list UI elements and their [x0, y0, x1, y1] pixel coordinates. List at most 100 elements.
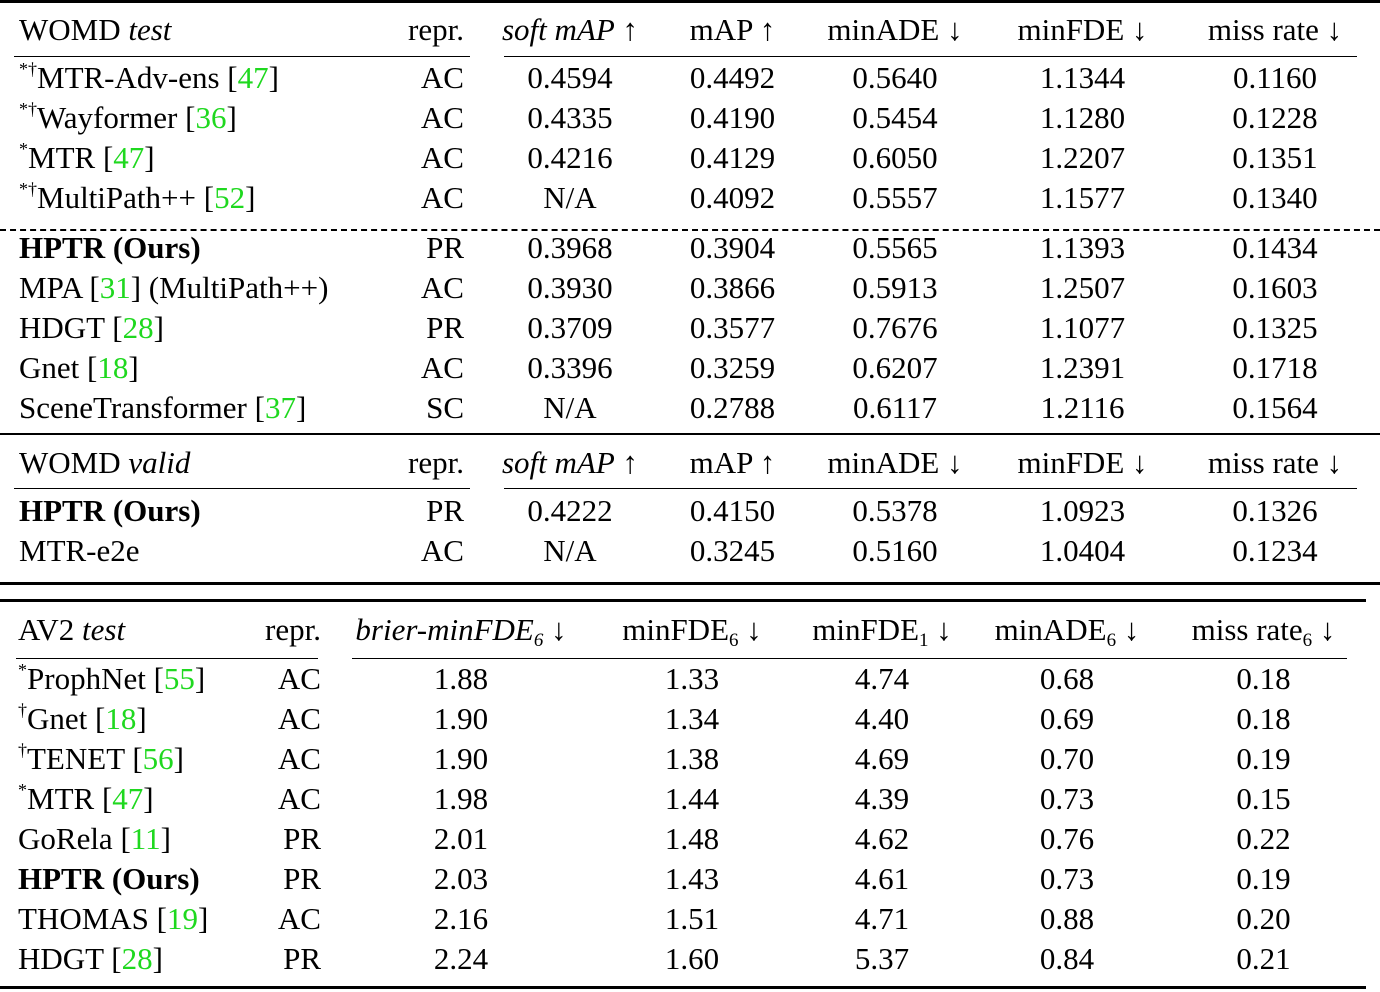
repr-cell: PR	[426, 493, 464, 528]
col-header-minade6: minADE6 ↓	[977, 601, 1157, 659]
citation-close-bracket: ]	[197, 901, 209, 936]
metric-cell-4: 0.84	[1039, 941, 1095, 976]
split-name: test	[82, 612, 126, 647]
subscript: 6	[1302, 630, 1313, 651]
repr-cell: PR	[283, 861, 321, 896]
metric-cell-4: 1.1393	[1039, 230, 1126, 265]
citation-link[interactable]: 31	[99, 270, 131, 305]
metric-cell-3: 0.7676	[852, 310, 938, 345]
womd-test-table: WOMD test repr. soft mAP ↑ mAP ↑ minADE …	[0, 2, 1380, 428]
womd-test-bottom-rule	[0, 433, 1380, 435]
metric-cell-2: 0.3904	[689, 230, 776, 265]
metric-cell-2: 0.4492	[689, 60, 776, 95]
citation-link[interactable]: 37	[264, 390, 296, 425]
citation-link[interactable]: 28	[121, 941, 153, 976]
col-header-map: mAP ↑	[689, 12, 776, 47]
method-name: THOMAS	[18, 901, 157, 936]
citation-link[interactable]: 55	[163, 661, 195, 696]
metric-cell-2: 0.4092	[689, 180, 776, 215]
repr-cell: AC	[277, 741, 321, 776]
citation-link[interactable]: 52	[214, 180, 246, 215]
metric-cell-5: 0.1351	[1232, 140, 1318, 175]
method-name: MTR	[28, 140, 103, 175]
metric-cell-2: 1.43	[664, 861, 720, 896]
table-row: HDGT [28] PR 0.3709 0.3577 0.7676 1.1077…	[0, 308, 1380, 348]
subscript: 1	[919, 630, 929, 651]
method-cell: HPTR (Ours)	[0, 491, 383, 531]
metric-cell-4: 1.0923	[1039, 493, 1126, 528]
metric-cell-2: 0.4190	[689, 100, 776, 135]
method-name: HPTR (Ours)	[19, 493, 201, 528]
method-cell: †TENET [56]	[0, 739, 250, 779]
citation-link[interactable]: 36	[195, 100, 227, 135]
metric-cell-1: 0.3709	[527, 310, 613, 345]
citation-link[interactable]: 47	[237, 60, 269, 95]
method-name: TENET	[27, 741, 133, 776]
metric-cell-3: 0.6117	[852, 390, 938, 425]
metric-cell-2: 1.48	[664, 821, 720, 856]
metric-cell-1: 1.90	[433, 741, 489, 776]
metric-cell-3: 0.5565	[852, 230, 938, 265]
citation-open-bracket: [	[111, 941, 122, 976]
citation-link[interactable]: 56	[142, 741, 174, 776]
repr-cell: AC	[420, 270, 464, 305]
method-cell: *ProphNet [55]	[0, 659, 250, 699]
citation-link[interactable]: 28	[122, 310, 154, 345]
method-cell: HPTR (Ours)	[0, 228, 383, 268]
metric-cell-1: 0.4594	[527, 60, 613, 95]
arrow-down-icon: ↓	[1319, 612, 1336, 647]
subscript: 6	[1106, 630, 1117, 651]
table-row: *†MultiPath++ [52] AC N/A 0.4092 0.5557 …	[0, 178, 1380, 218]
metric-cell-4: 0.73	[1039, 861, 1095, 896]
dataset-name: AV2	[18, 612, 75, 647]
table-row: GoRela [11] PR 2.01 1.48 4.62 0.76 0.22	[0, 819, 1370, 859]
citation-open-bracket: [	[101, 781, 113, 816]
metric-cell-3: 0.6050	[852, 140, 938, 175]
table-row: *MTR [47] AC 0.4216 0.4129 0.6050 1.2207…	[0, 138, 1380, 178]
citation-close-bracket: ]	[295, 390, 307, 425]
citation-link[interactable]: 18	[105, 701, 137, 736]
metric-cell-3: 0.5557	[852, 180, 938, 215]
metric-cell-1: 1.88	[433, 661, 489, 696]
metric-cell-1: N/A	[543, 390, 597, 425]
method-cell: HPTR (Ours)	[0, 859, 250, 899]
citation-open-bracket: [	[254, 390, 265, 425]
metric-cell-3: 0.5454	[852, 100, 938, 135]
method-name: Wayformer	[37, 100, 186, 135]
table-row: THOMAS [19] AC 2.16 1.51 4.71 0.88 0.20	[0, 899, 1370, 939]
citation-link[interactable]: 11	[130, 821, 161, 856]
metric-cell-5: 0.1340	[1232, 180, 1318, 215]
repr-cell: AC	[420, 180, 464, 215]
method-name: MTR-e2e	[19, 533, 140, 568]
arrow-down-icon: ↓	[936, 612, 952, 647]
womd-test-top-rule	[0, 0, 1380, 3]
metric-cell-1: 2.24	[433, 941, 489, 976]
method-name: HPTR (Ours)	[18, 861, 200, 896]
metric-cell-5: 0.1603	[1232, 270, 1318, 305]
metric-cell-3: 4.61	[854, 861, 910, 896]
citation-link[interactable]: 47	[113, 140, 145, 175]
metric-cell-1: 1.98	[433, 781, 489, 816]
method-name: Gnet	[27, 701, 96, 736]
col-header-miss-rate: miss rate ↓	[1207, 445, 1343, 480]
subscript: 6	[729, 630, 739, 651]
citation-link[interactable]: 18	[97, 350, 129, 385]
method-name: Gnet	[19, 350, 88, 385]
metric-cell-2: 0.3866	[689, 270, 776, 305]
womd-valid-header-rule-right	[504, 488, 1357, 489]
metric-cell-1: N/A	[543, 533, 597, 568]
method-name: MPA	[19, 270, 90, 305]
citation-open-bracket: [	[120, 821, 131, 856]
method-name: HPTR (Ours)	[19, 230, 201, 265]
metric-cell-4: 1.1577	[1039, 180, 1126, 215]
metric-cell-4: 0.68	[1039, 661, 1095, 696]
repr-cell: SC	[426, 390, 464, 425]
womd-test-title: WOMD test	[0, 2, 383, 58]
citation-link[interactable]: 19	[166, 901, 198, 936]
citation-link[interactable]: 47	[112, 781, 144, 816]
citation-open-bracket: [	[89, 270, 100, 305]
method-name: ProphNet	[27, 661, 154, 696]
metric-cell-2: 0.4150	[689, 493, 776, 528]
minade6-label: minADE	[994, 612, 1107, 647]
citation-open-bracket: [	[95, 701, 106, 736]
